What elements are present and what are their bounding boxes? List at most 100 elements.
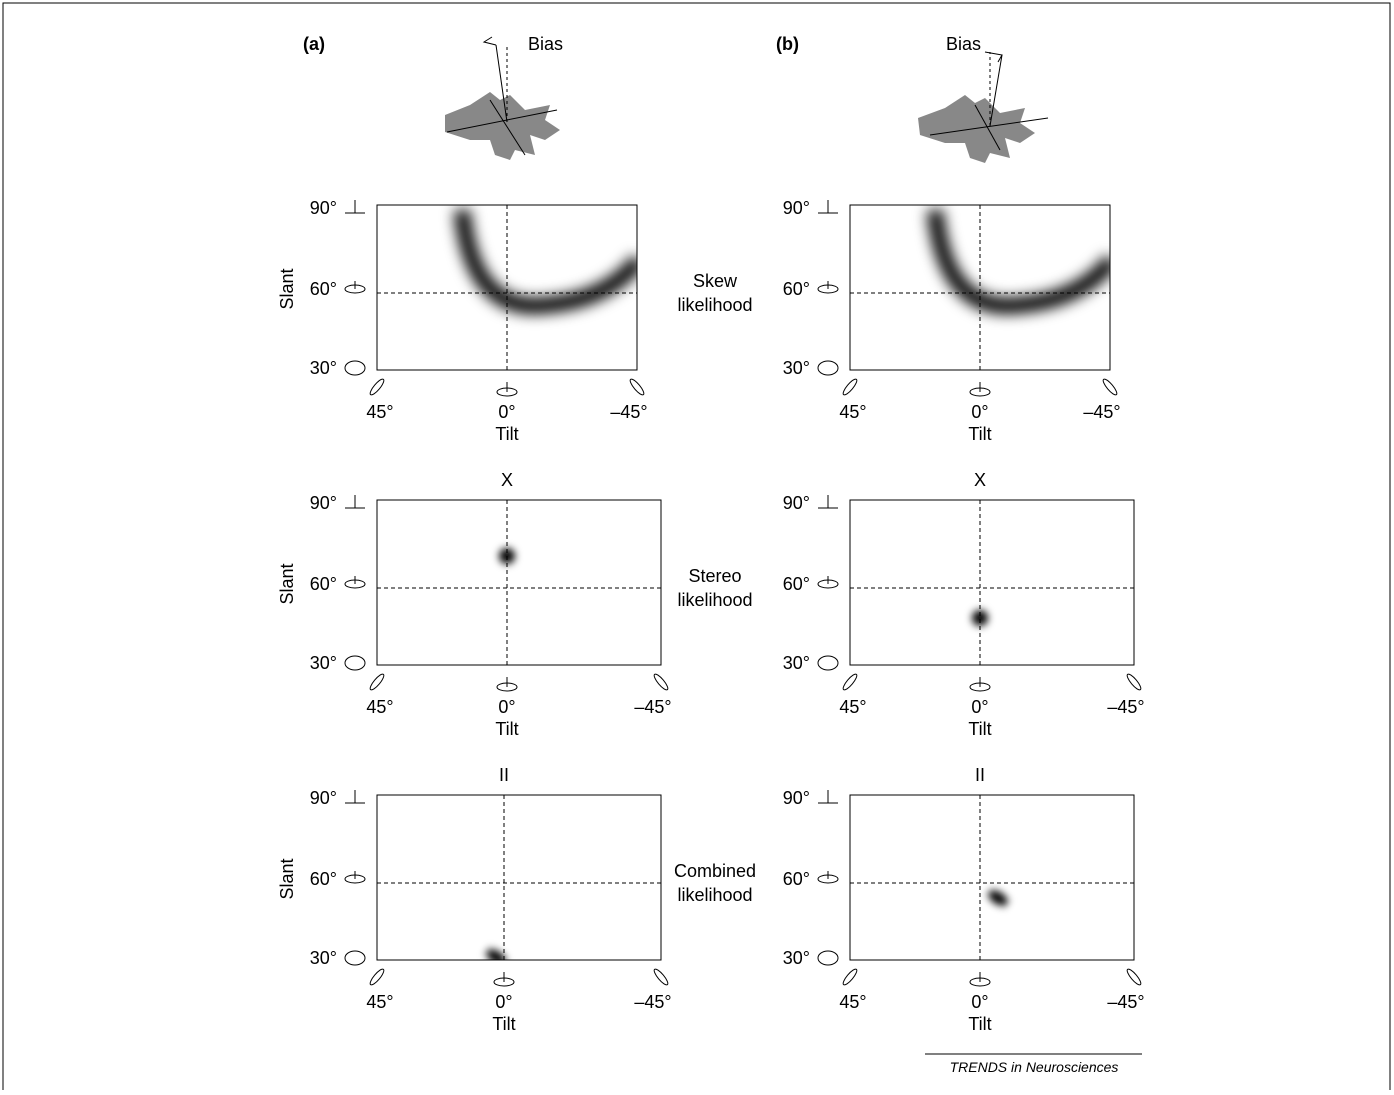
row-label: likelihood — [677, 885, 752, 905]
x-tick-label: 0° — [498, 402, 515, 422]
x-tick-label: –45° — [1083, 402, 1120, 422]
y-tick-label: 30° — [783, 358, 810, 378]
x-axis-label: Tilt — [968, 424, 991, 444]
x-tick-label: –45° — [1107, 992, 1144, 1012]
heatmap-inner — [486, 949, 506, 960]
x-tick-label: 45° — [366, 402, 393, 422]
row-label: Combined — [674, 861, 756, 881]
x-tick-label: 0° — [971, 402, 988, 422]
row-label: Stereo — [688, 566, 741, 586]
heatmap-inner — [927, 209, 1110, 314]
x-tick-label: 0° — [498, 697, 515, 717]
operator: II — [499, 765, 509, 785]
likelihood — [988, 890, 1008, 906]
y-tick-label: 90° — [310, 788, 337, 808]
x-tick-label: 45° — [839, 992, 866, 1012]
heatmap-inner — [988, 890, 1008, 906]
x-tick-label: 45° — [366, 992, 393, 1012]
x-axis-label: Tilt — [492, 1014, 515, 1034]
icon — [653, 673, 669, 691]
likelihood — [972, 610, 988, 626]
y-tick-label: 60° — [310, 869, 337, 889]
y-tick-label: 60° — [310, 279, 337, 299]
y-tick-label: 30° — [310, 948, 337, 968]
likelihood — [927, 209, 1110, 314]
icon — [842, 378, 858, 396]
x-tick-label: –45° — [1107, 697, 1144, 717]
icon — [842, 673, 858, 691]
likelihood — [486, 949, 506, 960]
y-tick-label: 90° — [783, 493, 810, 513]
operator: X — [974, 470, 986, 490]
x-tick-label: 0° — [495, 992, 512, 1012]
icon — [344, 950, 366, 966]
x-axis-label: Tilt — [968, 1014, 991, 1034]
icon — [842, 968, 858, 986]
x-tick-label: 45° — [839, 402, 866, 422]
icon — [817, 360, 839, 376]
surface-a — [445, 36, 560, 160]
icon — [1126, 673, 1142, 691]
y-tick-label: 30° — [783, 653, 810, 673]
x-axis-label: Tilt — [495, 719, 518, 739]
x-tick-label: –45° — [610, 402, 647, 422]
y-tick-label: 30° — [310, 653, 337, 673]
y-tick-label: 60° — [783, 574, 810, 594]
heatmap — [988, 890, 1008, 906]
bias-label: Bias — [528, 34, 563, 54]
heatmap — [486, 949, 506, 960]
icon — [369, 378, 385, 396]
y-tick-label: 90° — [310, 198, 337, 218]
icon — [1126, 968, 1142, 986]
icon — [369, 968, 385, 986]
icon — [344, 360, 366, 376]
icon — [817, 655, 839, 671]
x-tick-label: –45° — [634, 697, 671, 717]
y-tick-label: 60° — [783, 869, 810, 889]
heatmap-inner — [972, 610, 988, 626]
icon — [344, 655, 366, 671]
heatmap — [454, 209, 637, 314]
y-tick-label: 90° — [783, 788, 810, 808]
x-tick-label: –45° — [634, 992, 671, 1012]
x-tick-label: 0° — [971, 697, 988, 717]
x-tick-label: 45° — [839, 697, 866, 717]
row-label: likelihood — [677, 295, 752, 315]
icon — [1102, 378, 1118, 396]
heatmap — [972, 610, 988, 626]
row-label: likelihood — [677, 590, 752, 610]
icon — [369, 673, 385, 691]
footer: TRENDS in Neurosciences — [950, 1059, 1119, 1075]
operator: X — [501, 470, 513, 490]
bias-label: Bias — [946, 34, 981, 54]
icon — [653, 968, 669, 986]
plot-frame — [849, 794, 1135, 961]
x-axis-label: Tilt — [495, 424, 518, 444]
y-axis-label: Slant — [277, 563, 297, 604]
y-tick-label: 30° — [783, 948, 810, 968]
panel-label: (b) — [776, 34, 799, 54]
row-label: Skew — [693, 271, 738, 291]
y-tick-label: 60° — [783, 279, 810, 299]
y-axis-label: Slant — [277, 268, 297, 309]
y-tick-label: 90° — [310, 493, 337, 513]
x-axis-label: Tilt — [968, 719, 991, 739]
heatmap-inner — [454, 209, 637, 314]
panel-label: (a) — [303, 34, 325, 54]
x-tick-label: 0° — [971, 992, 988, 1012]
y-tick-label: 90° — [783, 198, 810, 218]
x-tick-label: 45° — [366, 697, 393, 717]
plot-frame — [849, 499, 1135, 666]
likelihood — [454, 209, 637, 314]
plot-frame — [376, 499, 662, 666]
operator: II — [975, 765, 985, 785]
heatmap — [927, 209, 1110, 314]
icon — [817, 950, 839, 966]
y-tick-label: 60° — [310, 574, 337, 594]
y-tick-label: 30° — [310, 358, 337, 378]
icon — [629, 378, 645, 396]
surface-b — [918, 51, 1049, 163]
y-axis-label: Slant — [277, 858, 297, 899]
